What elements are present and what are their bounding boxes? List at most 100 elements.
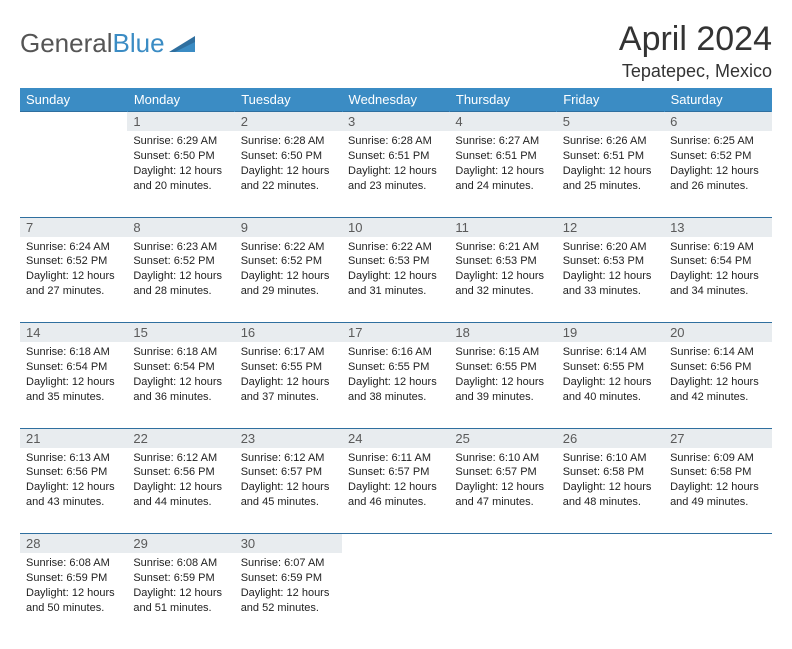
day-d2: and 45 minutes. xyxy=(241,495,336,510)
day-sr: Sunrise: 6:08 AM xyxy=(133,556,228,571)
day-d2: and 44 minutes. xyxy=(133,495,228,510)
day-d2: and 38 minutes. xyxy=(348,390,443,405)
day-cell: Sunrise: 6:18 AMSunset: 6:54 PMDaylight:… xyxy=(20,342,127,428)
day-number: 18 xyxy=(449,323,556,343)
day-cell: Sunrise: 6:12 AMSunset: 6:57 PMDaylight:… xyxy=(235,448,342,534)
day-ss: Sunset: 6:55 PM xyxy=(348,360,443,375)
day-d2: and 29 minutes. xyxy=(241,284,336,299)
header: GeneralBlue April 2024 Tepatepec, Mexico xyxy=(20,20,772,82)
day-d2: and 50 minutes. xyxy=(26,601,121,616)
day-d1: Daylight: 12 hours xyxy=(348,164,443,179)
day-ss: Sunset: 6:57 PM xyxy=(348,465,443,480)
day-d1: Daylight: 12 hours xyxy=(348,480,443,495)
day-cell: Sunrise: 6:09 AMSunset: 6:58 PMDaylight:… xyxy=(664,448,771,534)
day-d1: Daylight: 12 hours xyxy=(133,480,228,495)
day-d2: and 47 minutes. xyxy=(455,495,550,510)
weekday-saturday: Saturday xyxy=(664,88,771,112)
day-number: 19 xyxy=(557,323,664,343)
day-sr: Sunrise: 6:18 AM xyxy=(26,345,121,360)
day-cell: Sunrise: 6:08 AMSunset: 6:59 PMDaylight:… xyxy=(20,553,127,639)
day-ss: Sunset: 6:57 PM xyxy=(241,465,336,480)
day-number: 6 xyxy=(664,112,771,132)
day-ss: Sunset: 6:51 PM xyxy=(348,149,443,164)
day-cell xyxy=(664,553,771,639)
day-d1: Daylight: 12 hours xyxy=(26,375,121,390)
daybody-row: Sunrise: 6:08 AMSunset: 6:59 PMDaylight:… xyxy=(20,553,772,639)
day-d1: Daylight: 12 hours xyxy=(26,480,121,495)
day-cell: Sunrise: 6:12 AMSunset: 6:56 PMDaylight:… xyxy=(127,448,234,534)
day-sr: Sunrise: 6:23 AM xyxy=(133,240,228,255)
day-ss: Sunset: 6:52 PM xyxy=(133,254,228,269)
day-d2: and 22 minutes. xyxy=(241,179,336,194)
day-d2: and 43 minutes. xyxy=(26,495,121,510)
daybody-row: Sunrise: 6:18 AMSunset: 6:54 PMDaylight:… xyxy=(20,342,772,428)
logo-triangle-icon xyxy=(169,28,195,59)
day-sr: Sunrise: 6:13 AM xyxy=(26,451,121,466)
day-sr: Sunrise: 6:07 AM xyxy=(241,556,336,571)
day-number: 21 xyxy=(20,428,127,448)
day-sr: Sunrise: 6:25 AM xyxy=(670,134,765,149)
day-d2: and 35 minutes. xyxy=(26,390,121,405)
day-number: 26 xyxy=(557,428,664,448)
daynum-row: 123456 xyxy=(20,112,772,132)
day-number xyxy=(342,534,449,554)
day-d1: Daylight: 12 hours xyxy=(670,375,765,390)
day-d1: Daylight: 12 hours xyxy=(563,480,658,495)
day-cell: Sunrise: 6:15 AMSunset: 6:55 PMDaylight:… xyxy=(449,342,556,428)
day-d2: and 20 minutes. xyxy=(133,179,228,194)
location: Tepatepec, Mexico xyxy=(619,61,772,82)
day-cell: Sunrise: 6:22 AMSunset: 6:53 PMDaylight:… xyxy=(342,237,449,323)
day-number: 10 xyxy=(342,217,449,237)
day-sr: Sunrise: 6:28 AM xyxy=(241,134,336,149)
day-d1: Daylight: 12 hours xyxy=(670,480,765,495)
calendar-page: GeneralBlue April 2024 Tepatepec, Mexico… xyxy=(0,0,792,649)
day-sr: Sunrise: 6:19 AM xyxy=(670,240,765,255)
day-d1: Daylight: 12 hours xyxy=(563,164,658,179)
day-d1: Daylight: 12 hours xyxy=(670,164,765,179)
day-d1: Daylight: 12 hours xyxy=(133,586,228,601)
day-ss: Sunset: 6:55 PM xyxy=(563,360,658,375)
day-number xyxy=(664,534,771,554)
day-number: 28 xyxy=(20,534,127,554)
day-cell: Sunrise: 6:26 AMSunset: 6:51 PMDaylight:… xyxy=(557,131,664,217)
day-number: 8 xyxy=(127,217,234,237)
day-d2: and 51 minutes. xyxy=(133,601,228,616)
day-number: 23 xyxy=(235,428,342,448)
day-number: 5 xyxy=(557,112,664,132)
day-d1: Daylight: 12 hours xyxy=(26,269,121,284)
day-ss: Sunset: 6:58 PM xyxy=(670,465,765,480)
day-d2: and 46 minutes. xyxy=(348,495,443,510)
day-cell: Sunrise: 6:16 AMSunset: 6:55 PMDaylight:… xyxy=(342,342,449,428)
day-number: 16 xyxy=(235,323,342,343)
day-ss: Sunset: 6:59 PM xyxy=(26,571,121,586)
day-number: 30 xyxy=(235,534,342,554)
day-cell xyxy=(449,553,556,639)
day-sr: Sunrise: 6:15 AM xyxy=(455,345,550,360)
day-cell: Sunrise: 6:28 AMSunset: 6:50 PMDaylight:… xyxy=(235,131,342,217)
day-cell: Sunrise: 6:29 AMSunset: 6:50 PMDaylight:… xyxy=(127,131,234,217)
day-number: 15 xyxy=(127,323,234,343)
day-number: 4 xyxy=(449,112,556,132)
day-d2: and 31 minutes. xyxy=(348,284,443,299)
weekday-wednesday: Wednesday xyxy=(342,88,449,112)
day-d2: and 34 minutes. xyxy=(670,284,765,299)
day-d1: Daylight: 12 hours xyxy=(670,269,765,284)
day-cell: Sunrise: 6:10 AMSunset: 6:58 PMDaylight:… xyxy=(557,448,664,534)
day-d2: and 52 minutes. xyxy=(241,601,336,616)
logo-text-2: Blue xyxy=(113,28,165,59)
day-d1: Daylight: 12 hours xyxy=(133,164,228,179)
day-ss: Sunset: 6:53 PM xyxy=(348,254,443,269)
day-d1: Daylight: 12 hours xyxy=(455,269,550,284)
day-d1: Daylight: 12 hours xyxy=(26,586,121,601)
day-sr: Sunrise: 6:10 AM xyxy=(455,451,550,466)
day-sr: Sunrise: 6:12 AM xyxy=(133,451,228,466)
day-number: 25 xyxy=(449,428,556,448)
day-d2: and 40 minutes. xyxy=(563,390,658,405)
day-cell: Sunrise: 6:24 AMSunset: 6:52 PMDaylight:… xyxy=(20,237,127,323)
day-d1: Daylight: 12 hours xyxy=(241,480,336,495)
page-title: April 2024 xyxy=(619,20,772,59)
day-ss: Sunset: 6:52 PM xyxy=(26,254,121,269)
day-d1: Daylight: 12 hours xyxy=(348,269,443,284)
day-number: 27 xyxy=(664,428,771,448)
day-sr: Sunrise: 6:20 AM xyxy=(563,240,658,255)
